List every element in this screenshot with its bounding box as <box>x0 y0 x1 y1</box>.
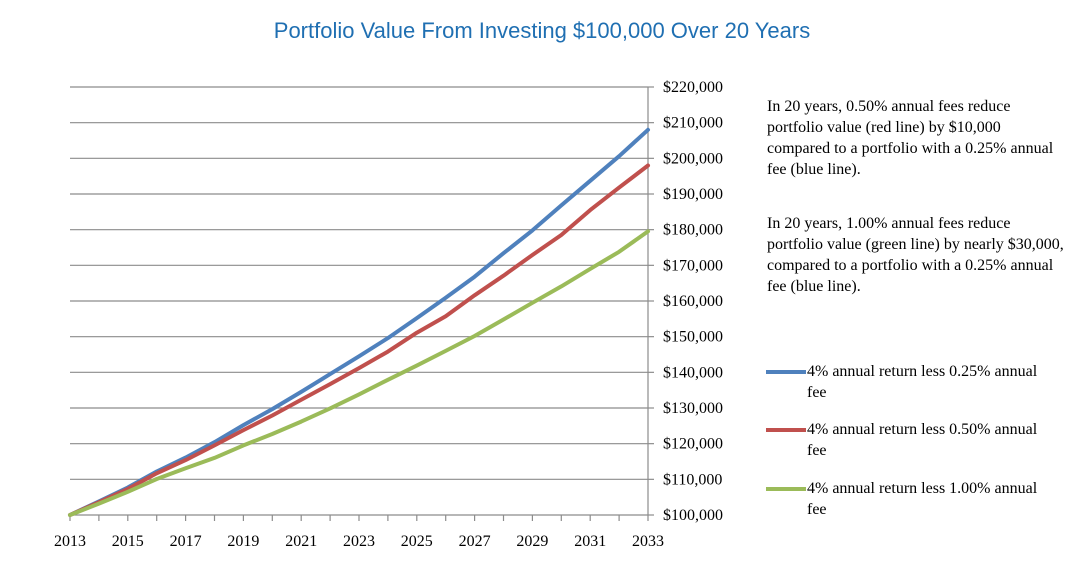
legend-label-1: 4% annual return less 0.50% annual fee <box>807 421 1038 459</box>
x-tick-label-1: 2015 <box>112 533 144 550</box>
grid-lines <box>70 86 648 516</box>
legend-label-2: 4% annual return less 1.00% annual fee <box>807 480 1038 518</box>
series-line-0 <box>68 127 650 517</box>
x-tick-labels: 2013 2015 2017 2019 2021 2023 2025 2027 2029 2031… <box>54 533 664 550</box>
x-tick-label-8: 2029 <box>516 533 548 550</box>
x-tick-label-6: 2025 <box>401 533 433 550</box>
y-tick-label-5: $150,000 <box>663 329 723 346</box>
annotation-note-1: In 20 years, 0.50% annual fees reduce po… <box>767 98 1054 178</box>
y-tick-label-1: $110,000 <box>663 471 722 488</box>
legend-swatch-1 <box>766 428 806 432</box>
y-tick-labels: $100,000 $110,000 $120,000 $130,000 $140,000… <box>663 79 723 524</box>
x-tick-label-4: 2021 <box>285 533 317 550</box>
y-tick-label-11: $210,000 <box>663 115 723 132</box>
legend-label-0: 4% annual return less 0.25% annual fee <box>807 363 1038 401</box>
x-tick-label-3: 2019 <box>227 533 259 550</box>
series-lines <box>68 127 650 517</box>
x-tick-label-0: 2013 <box>54 533 86 550</box>
y-tick-label-4: $140,000 <box>663 364 723 381</box>
y-tick-label-6: $160,000 <box>663 293 723 310</box>
legend-item-1: 4% annual return less 0.50% annual fee <box>766 419 1066 465</box>
axes <box>69 86 654 521</box>
legend-swatch-2 <box>766 487 806 491</box>
legend-item-2: 4% annual return less 1.00% annual fee <box>766 478 1066 524</box>
y-tick-label-7: $170,000 <box>663 257 723 274</box>
chart-title: Portfolio Value From Investing $100,000 … <box>273 18 811 43</box>
annotation-note-2: In 20 years, 1.00% annual fees reduce po… <box>767 215 1064 295</box>
x-tick-label-9: 2031 <box>574 533 606 550</box>
x-tick-label-7: 2027 <box>459 533 491 550</box>
y-tick-label-10: $200,000 <box>663 150 723 167</box>
y-tick-label-3: $130,000 <box>663 400 723 417</box>
series-line-2 <box>68 229 650 517</box>
y-tick-label-2: $120,000 <box>663 436 723 453</box>
y-tick-label-0: $100,000 <box>663 507 723 524</box>
y-tick-label-9: $190,000 <box>663 186 723 203</box>
x-tick-label-10: 2033 <box>632 533 664 550</box>
y-tick-label-8: $180,000 <box>663 222 723 239</box>
legend-item-0: 4% annual return less 0.25% annual fee <box>766 361 1066 407</box>
y-tick-label-12: $220,000 <box>663 79 723 96</box>
x-tick-label-5: 2023 <box>343 533 375 550</box>
series-line-1 <box>68 163 650 517</box>
x-tick-label-2: 2017 <box>170 533 202 550</box>
legend-swatch-0 <box>766 370 806 374</box>
